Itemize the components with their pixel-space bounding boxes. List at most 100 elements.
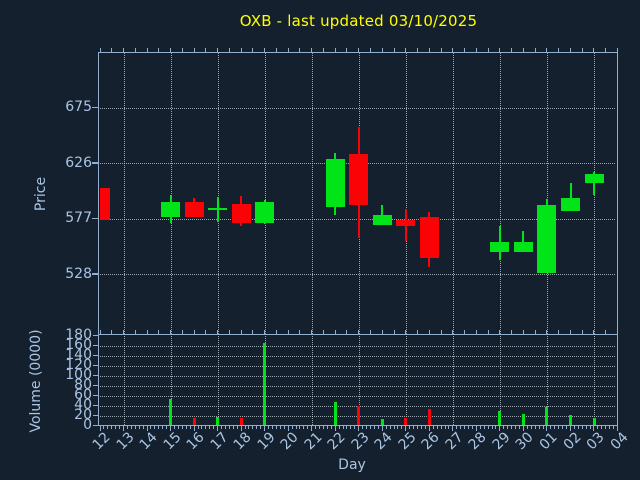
tick-mark (205, 426, 207, 429)
volume-tick-label-20: 20 (74, 406, 92, 423)
tick-mark (111, 426, 113, 429)
tick-mark (287, 426, 289, 431)
tick-mark (217, 47, 219, 52)
tick-mark (181, 330, 183, 334)
tick-mark (605, 330, 607, 334)
volume-gridline-60 (99, 395, 616, 397)
tick-mark (170, 330, 172, 334)
candle-body-03 (584, 174, 604, 184)
tick-mark (452, 47, 454, 52)
candle-body-22 (325, 158, 345, 208)
tick-mark (585, 426, 587, 429)
tick-mark (130, 426, 132, 429)
volume-gridline-100 (99, 375, 616, 377)
tick-mark (228, 330, 230, 334)
tick-mark (530, 426, 532, 429)
tick-mark (93, 344, 99, 347)
volume-bar-25 (404, 417, 408, 425)
x-gridline-23 (358, 335, 360, 425)
tick-mark (605, 426, 607, 429)
volume-tick-label-120: 120 (65, 356, 92, 373)
tick-mark (209, 426, 211, 429)
tick-mark (617, 47, 618, 52)
tick-mark (217, 426, 219, 431)
tick-mark (546, 330, 548, 334)
tick-mark (322, 426, 324, 429)
tick-mark (487, 330, 489, 334)
tick-mark (93, 394, 99, 397)
tick-mark (162, 426, 164, 429)
tick-mark (362, 426, 364, 429)
tick-mark (405, 330, 407, 334)
tick-mark (358, 330, 360, 334)
tick-mark (181, 47, 183, 52)
candle-body-18 (231, 203, 251, 224)
tick-mark (322, 330, 324, 334)
price-axis-label: Price (33, 176, 49, 212)
tick-mark (93, 334, 99, 337)
tick-mark (522, 47, 524, 52)
candle-body-16 (184, 201, 204, 218)
tick-mark (256, 426, 258, 429)
tick-mark (189, 426, 191, 429)
candle-body-30 (513, 242, 533, 253)
tick-mark (146, 330, 148, 334)
tick-mark (381, 47, 383, 52)
tick-mark (609, 426, 611, 429)
tick-mark (224, 426, 226, 429)
tick-mark (518, 426, 520, 429)
tick-mark (111, 47, 113, 52)
tick-mark (417, 426, 419, 429)
tick-mark (432, 426, 434, 429)
tick-mark (205, 330, 207, 334)
tick-mark (334, 426, 336, 431)
volume-bar-01 (545, 406, 549, 425)
tick-mark (452, 330, 454, 334)
tick-mark (444, 426, 446, 429)
volume-tick-label-80: 80 (74, 376, 92, 393)
tick-mark (213, 426, 215, 429)
tick-mark (93, 374, 99, 377)
volume-bar-23 (357, 405, 361, 425)
tick-mark (593, 426, 595, 431)
tick-mark (185, 426, 187, 429)
tick-mark (385, 426, 387, 429)
volume-bar-15 (169, 398, 173, 425)
tick-mark (93, 404, 99, 407)
tick-mark (464, 426, 466, 429)
volume-tick-label-160: 160 (65, 336, 92, 353)
tick-mark (99, 47, 101, 52)
tick-mark (511, 330, 513, 334)
tick-mark (593, 330, 595, 334)
tick-mark (170, 426, 172, 431)
x-gridline-29 (499, 53, 501, 334)
price-gridline-675 (99, 107, 616, 109)
tick-mark (464, 330, 466, 334)
tick-mark (393, 426, 395, 429)
tick-mark (358, 47, 360, 52)
volume-gridline-120 (99, 365, 616, 367)
tick-mark (93, 354, 99, 357)
tick-mark (597, 426, 599, 429)
tick-mark (436, 426, 438, 429)
tick-mark (93, 364, 99, 367)
tick-mark (311, 330, 313, 334)
tick-mark (181, 426, 183, 429)
x-gridline-13 (123, 335, 125, 425)
x-gridline-25 (405, 335, 407, 425)
tick-mark (417, 47, 419, 52)
price-tick-label-626: 626 (65, 154, 92, 171)
tick-mark (542, 426, 544, 429)
tick-mark (93, 424, 99, 427)
tick-mark (166, 426, 168, 429)
x-gridline-15 (170, 53, 172, 334)
tick-mark (558, 330, 560, 334)
tick-mark (334, 330, 336, 334)
x-gridline-21 (311, 335, 313, 425)
tick-mark (581, 426, 583, 429)
tick-mark (424, 426, 426, 429)
tick-mark (581, 330, 583, 334)
candle-body-15 (161, 201, 181, 218)
tick-mark (617, 426, 618, 431)
tick-mark (319, 426, 321, 429)
